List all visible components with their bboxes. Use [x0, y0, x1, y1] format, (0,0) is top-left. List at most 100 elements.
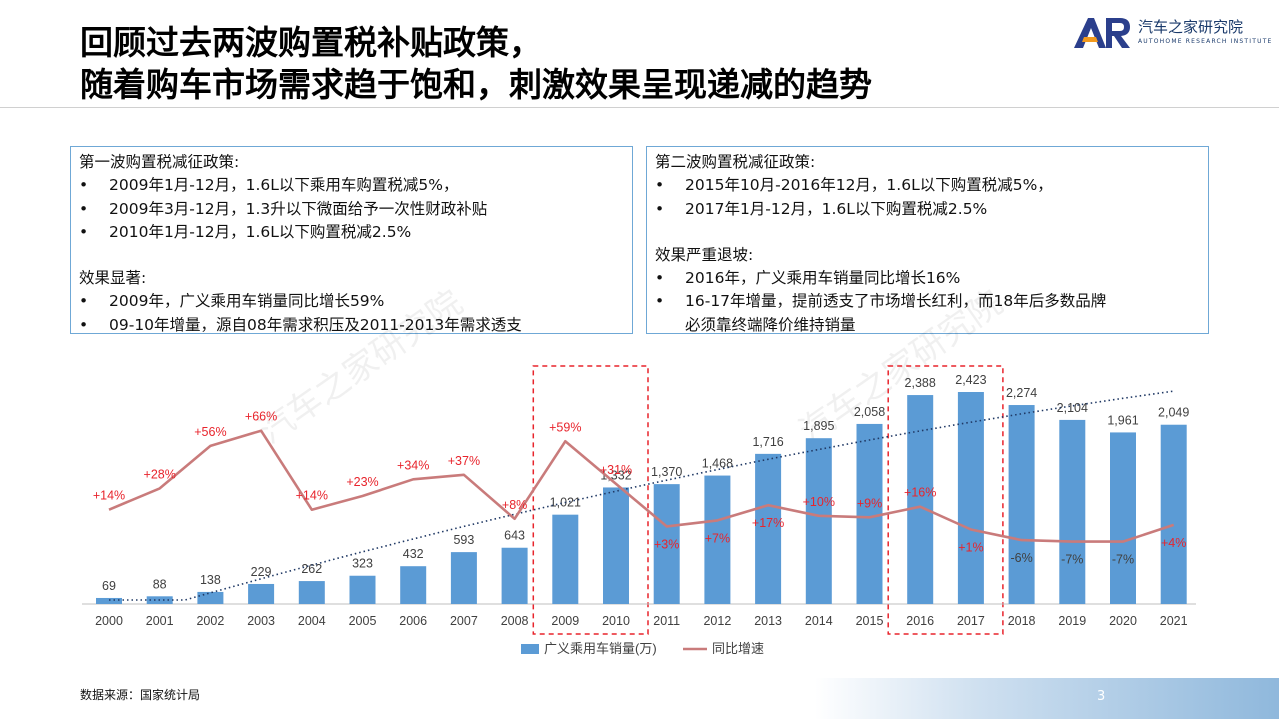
growth-label: -6%: [1010, 551, 1032, 565]
bullet: •: [655, 292, 665, 311]
legend-label-bar: 广义乘用车销量(万): [544, 641, 657, 656]
growth-label: +56%: [194, 425, 226, 439]
growth-label: +66%: [245, 410, 277, 424]
x-tick-label: 2011: [653, 614, 680, 628]
list-item-text: 2009年，广义乘用车销量同比增长59%: [109, 292, 385, 311]
x-tick-label: 2016: [906, 614, 934, 628]
effect-heading: 效果严重退坡:: [655, 245, 754, 264]
bar-value-label: 262: [301, 562, 322, 576]
policy-box-first-wave: 第一波购置税减征政策: • 2009年1月-12月，1.6L以下乘用车购置税减5%…: [70, 146, 633, 334]
growth-label: +23%: [346, 475, 378, 489]
bar-value-label: 432: [403, 547, 424, 561]
list-item-text: 2016年，广义乘用车销量同比增长16%: [685, 269, 961, 288]
list-item-text: 2009年3月-12月，1.3升以下微面给予一次性财政补贴: [109, 199, 488, 218]
x-tick-label: 2004: [298, 614, 326, 628]
bar-value-label: 2,388: [905, 376, 936, 390]
list-item: • 2009年1月-12月，1.6L以下乘用车购置税减5%，: [79, 174, 624, 197]
growth-label: +59%: [549, 420, 581, 434]
bar: [603, 487, 629, 604]
list-item: • 2017年1月-12月，1.6L以下购置税减2.5%: [655, 198, 1200, 221]
bar-value-label: 229: [251, 565, 272, 579]
x-tick-label: 2000: [95, 614, 123, 628]
title-line-2: 随着购车市场需求趋于饱和，刺激效果呈现递减的趋势: [80, 65, 872, 104]
list-item-text: 16-17年增量，提前透支了市场增长红利，而18年后多数品牌: [685, 292, 1107, 311]
list-item-text: 2010年1月-12月，1.6L以下购置税减2.5%: [109, 222, 412, 241]
bullet: •: [79, 176, 89, 195]
bar-value-label: 593: [453, 533, 474, 547]
x-tick-label: 2018: [1008, 614, 1036, 628]
growth-label: -7%: [1112, 553, 1134, 567]
growth-label: +31%: [600, 463, 632, 477]
box-heading: 第一波购置税减征政策:: [79, 153, 240, 171]
bar-value-label: 2,423: [955, 373, 986, 387]
list-item-text: 2015年10月-2016年12月，1.6L以下购置税减5%，: [685, 176, 1053, 195]
list-item-text: 必须靠终端降价维持销量: [685, 315, 856, 334]
footer-band: [815, 678, 1279, 719]
list-item: • 09-10年增量，源自08年需求积压及2011-2013年需求透支: [79, 314, 624, 337]
growth-label: +16%: [904, 486, 936, 500]
bar-value-label: 643: [504, 529, 525, 543]
bar: [349, 575, 376, 604]
trendline: [109, 390, 1174, 601]
legend-label-line: 同比增速: [712, 641, 764, 656]
logo-mark-icon: [1074, 18, 1130, 48]
bar-value-label: 1,961: [1107, 413, 1138, 427]
growth-label: +9%: [857, 496, 882, 510]
title-line-1: 回顾过去两波购置税补贴政策，: [80, 23, 542, 62]
x-tick-label: 2015: [856, 614, 884, 628]
growth-label: +4%: [1161, 536, 1186, 550]
x-tick-label: 2019: [1058, 614, 1086, 628]
logo-name-en: AUTOHOME RESEARCH INSTITUTE: [1138, 38, 1273, 45]
page-number: 3: [1097, 689, 1106, 704]
highlight-box: [887, 365, 1004, 635]
bar: [298, 581, 325, 604]
growth-label: +37%: [448, 454, 480, 468]
bar-value-label: 88: [153, 577, 167, 591]
x-tick-label: 2014: [805, 614, 833, 628]
bar: [501, 547, 528, 604]
bar: [704, 475, 731, 604]
bullet: •: [79, 222, 89, 241]
bullet: •: [655, 269, 665, 288]
x-tick-label: 2009: [551, 614, 579, 628]
highlight-box: [532, 365, 649, 635]
x-tick-label: 2021: [1160, 614, 1188, 628]
bar: [1160, 424, 1187, 604]
growth-label: +3%: [654, 537, 679, 551]
list-item-text: 2009年1月-12月，1.6L以下乘用车购置税减5%，: [109, 176, 459, 195]
policy-box-second-wave: 第二波购置税减征政策: • 2015年10月-2016年12月，1.6L以下购置税…: [646, 146, 1209, 334]
bar: [552, 514, 579, 604]
list-item: • 2010年1月-12月，1.6L以下购置税减2.5%: [79, 221, 624, 244]
x-tick-label: 2002: [196, 614, 224, 628]
x-tick-label: 2007: [450, 614, 478, 628]
title-divider: [0, 107, 1279, 108]
logo-name-cn: 汽车之家研究院: [1138, 18, 1244, 36]
bar-value-label: 2,058: [854, 405, 885, 419]
x-tick-label: 2010: [602, 614, 630, 628]
effect-heading: 效果显著:: [79, 269, 147, 288]
growth-label: +10%: [803, 495, 835, 509]
list-item: • 16-17年增量，提前透支了市场增长红利，而18年后多数品牌: [655, 290, 1200, 313]
bar: [248, 583, 275, 604]
bar: [1059, 419, 1086, 604]
growth-label: +14%: [93, 489, 125, 503]
bar-value-label: 2,104: [1057, 401, 1088, 415]
growth-label: +8%: [502, 498, 527, 512]
growth-label: +28%: [144, 467, 176, 481]
bar: [907, 395, 934, 604]
bar: [957, 392, 984, 604]
bar: [755, 453, 782, 604]
logo: 汽车之家研究院 AUTOHOME RESEARCH INSTITUTE: [1072, 14, 1272, 54]
bar: [450, 552, 477, 604]
bullet: •: [655, 199, 665, 218]
list-item: • 2015年10月-2016年12月，1.6L以下购置税减5%，: [655, 174, 1200, 197]
growth-label: +14%: [296, 489, 328, 503]
bar: [96, 597, 122, 604]
bar-value-label: 138: [200, 573, 221, 587]
bullet: •: [79, 199, 89, 218]
bar: [197, 591, 224, 604]
x-tick-label: 2008: [501, 614, 529, 628]
bar-value-label: 1,468: [702, 457, 733, 471]
x-tick-label: 2020: [1109, 614, 1137, 628]
sales-growth-chart: 69 2000 88 2001 138 2002 229 2003 262 2004 323 2005…: [82, 365, 1196, 656]
